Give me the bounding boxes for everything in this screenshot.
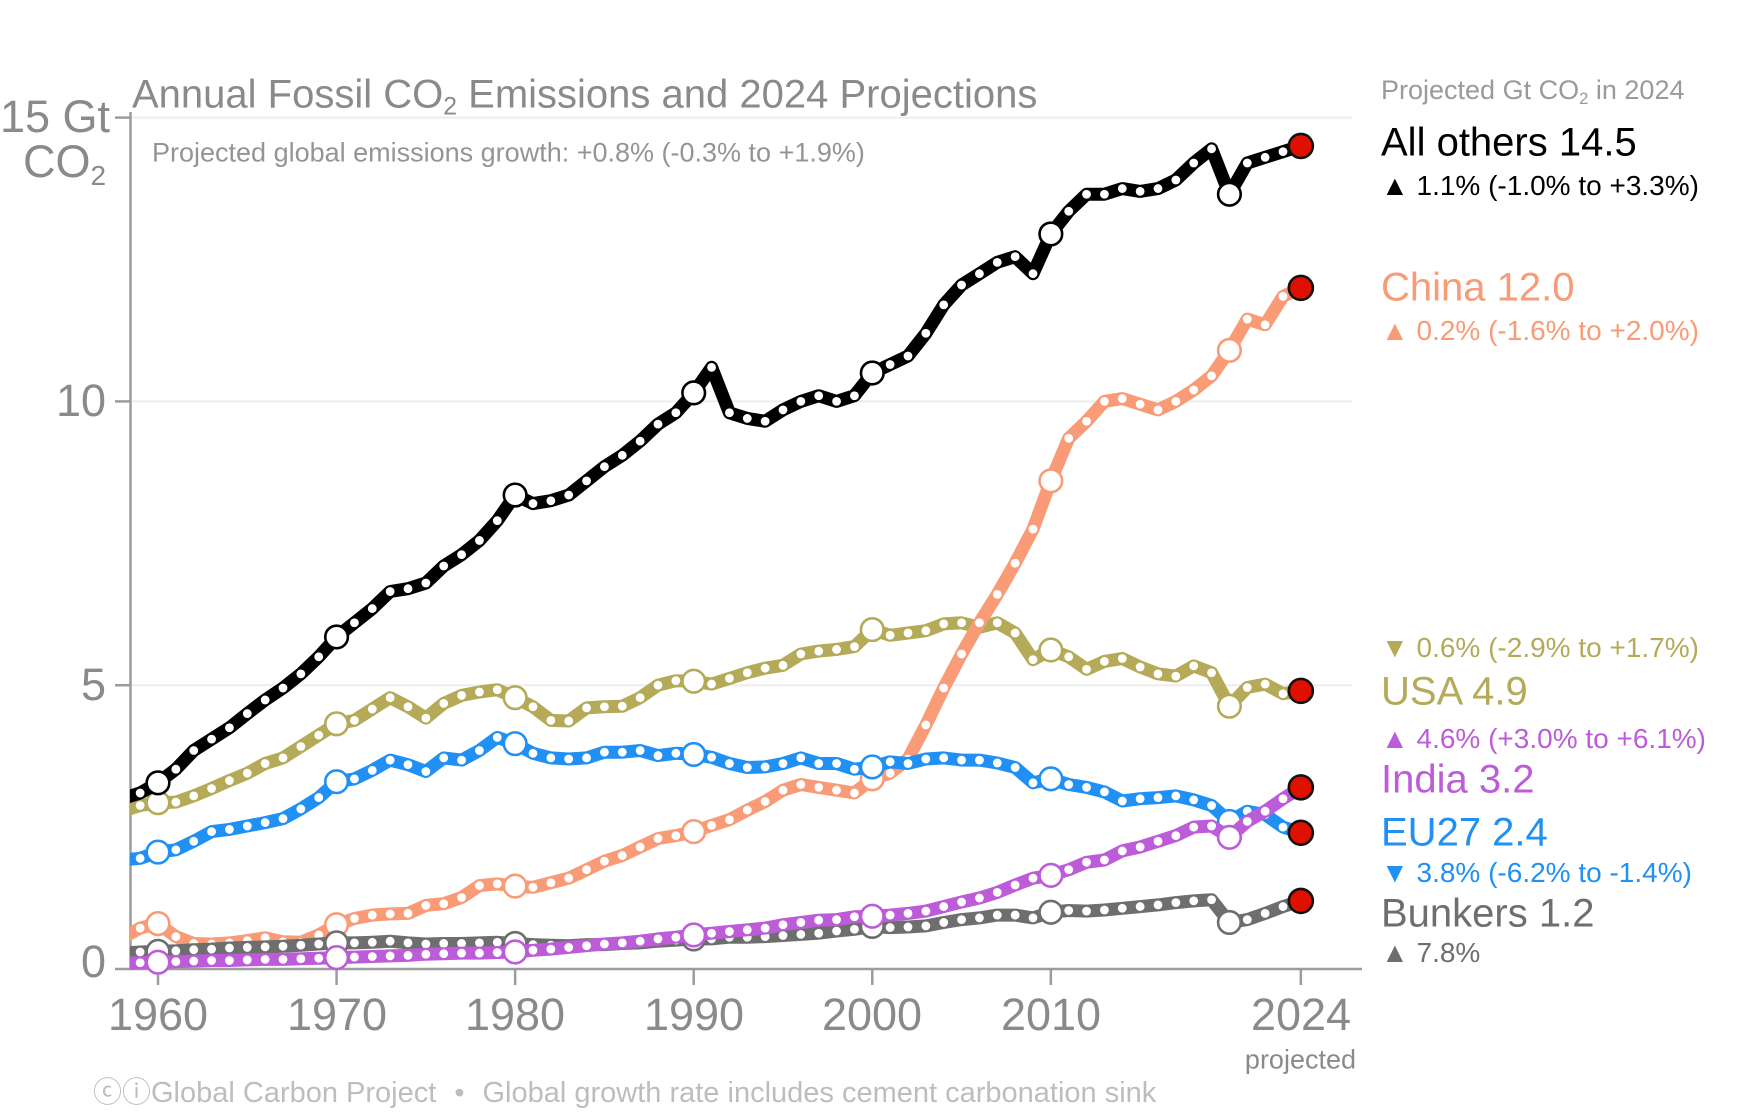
- footer: ⓒⓘGlobal Carbon Project • Global growth ra…: [93, 1069, 1156, 1111]
- legend-label-india: India 3.2: [1381, 757, 1535, 802]
- credit-icons-and-source: ⓒⓘGlobal Carbon Project: [93, 1077, 437, 1109]
- x-tick-2024: 2024: [1250, 989, 1352, 1040]
- legend-change-usa: ▼ 0.6% (-2.9% to +1.7%): [1381, 632, 1699, 663]
- footer-note: Global growth rate includes cement carbo…: [482, 1077, 1157, 1109]
- legend-label-eu27: EU27 2.4: [1381, 810, 1548, 855]
- x-tick-2010: 2010: [1000, 989, 1102, 1040]
- legend-change-eu27: ▼ 3.8% (-6.2% to -1.4%): [1381, 857, 1692, 888]
- chart-title: Annual Fossil CO2 Emissions and 2024 Pro…: [132, 72, 1038, 121]
- x-tick-2000: 2000: [821, 989, 923, 1040]
- y-axis-unit-line2: CO2: [22, 136, 106, 191]
- legend-change-india: ▲ 4.6% (+3.0% to +6.1%): [1381, 723, 1706, 754]
- y-tick-10: 10: [55, 375, 106, 426]
- legend-change-china: ▲ 0.2% (-1.6% to +2.0%): [1381, 315, 1699, 346]
- legend-label-usa: USA 4.9: [1381, 669, 1528, 714]
- x-tick-1970: 1970: [286, 989, 388, 1040]
- x-axis-projected-note: projected: [1244, 1044, 1356, 1075]
- legend-label-bunkers: Bunkers 1.2: [1381, 891, 1595, 936]
- x-tick-1960: 1960: [107, 989, 209, 1040]
- footer-bullet: •: [454, 1077, 465, 1109]
- legend-label-china: China 12.0: [1381, 265, 1575, 310]
- x-tick-1980: 1980: [464, 989, 566, 1040]
- legend-change-bunkers: ▲ 7.8%: [1381, 937, 1481, 968]
- x-tick-1990: 1990: [643, 989, 745, 1040]
- y-tick-5: 5: [80, 659, 106, 710]
- chart-subtitle: Projected global emissions growth: +0.8%…: [152, 137, 865, 168]
- y-tick-0: 0: [80, 936, 106, 987]
- legend-label-all-others: All others 14.5: [1381, 120, 1637, 165]
- y-axis-unit-line1: 15 Gt: [0, 91, 111, 142]
- legend-change-all-others: ▲ 1.1% (-1.0% to +3.3%): [1381, 170, 1699, 201]
- legend-header: Projected Gt CO2 in 2024: [1381, 75, 1685, 108]
